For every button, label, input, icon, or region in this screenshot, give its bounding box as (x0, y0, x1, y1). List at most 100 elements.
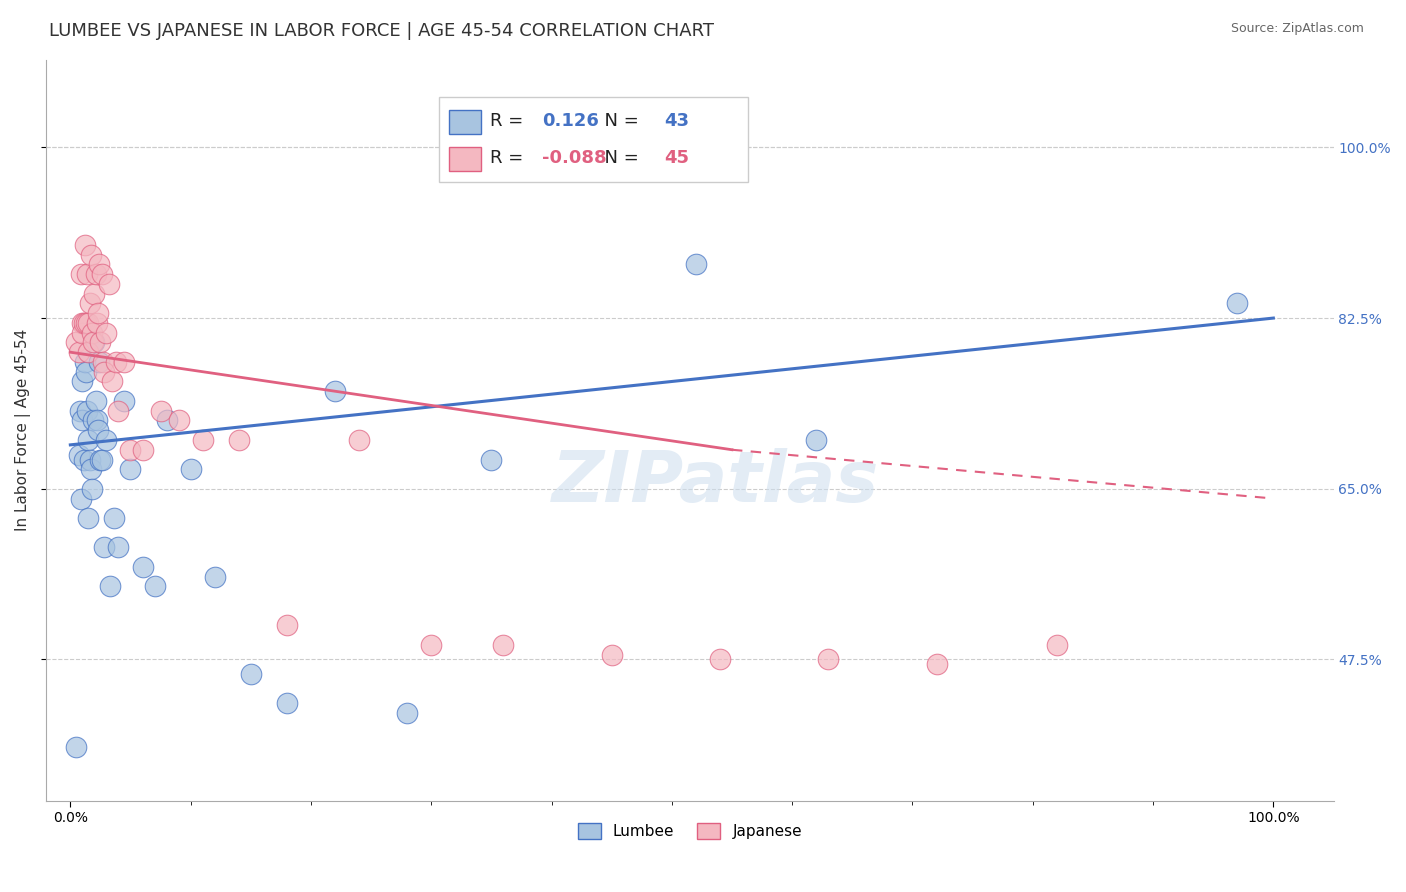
Y-axis label: In Labor Force | Age 45-54: In Labor Force | Age 45-54 (15, 329, 31, 532)
Point (96, 433, 118, 447)
Point (149, 403, 172, 417)
Point (67, 345, 90, 359)
Point (89, 257, 111, 271)
Point (82, 413, 104, 427)
Point (72, 413, 94, 427)
Text: 43: 43 (664, 112, 689, 130)
Point (396, 706, 419, 720)
Point (91, 355, 114, 369)
Point (492, 638, 515, 652)
Point (1046, 638, 1069, 652)
Point (191, 433, 214, 447)
Point (323, 384, 346, 399)
Point (80, 482, 103, 496)
Point (143, 579, 166, 593)
Point (72, 316, 94, 330)
Point (70, 491, 93, 506)
Point (76, 267, 98, 281)
Point (83, 335, 105, 350)
Point (77, 316, 100, 330)
Point (80, 326, 103, 340)
Text: R =: R = (491, 112, 530, 130)
Point (114, 355, 136, 369)
Point (167, 413, 190, 427)
Point (347, 433, 370, 447)
Point (276, 697, 298, 711)
Point (101, 375, 124, 389)
Point (925, 657, 948, 672)
Point (204, 569, 226, 583)
Point (96, 326, 118, 340)
Text: R =: R = (491, 149, 530, 167)
Point (107, 541, 129, 555)
Point (107, 403, 129, 417)
Point (239, 667, 262, 681)
Point (131, 442, 153, 457)
Point (72, 375, 94, 389)
Point (75, 316, 97, 330)
Point (120, 462, 142, 476)
Text: -0.088: -0.088 (541, 149, 606, 167)
Point (82, 335, 104, 350)
Point (77, 511, 100, 525)
Point (120, 442, 142, 457)
Point (73, 355, 96, 369)
Point (180, 462, 202, 476)
Legend: Lumbee, Japanese: Lumbee, Japanese (572, 817, 808, 845)
Point (79, 452, 101, 467)
Point (84, 267, 107, 281)
Point (72, 326, 94, 340)
Point (86, 316, 108, 330)
Point (83, 286, 105, 301)
Point (89, 355, 111, 369)
Point (276, 618, 298, 632)
Text: N =: N = (593, 112, 645, 130)
Point (76, 403, 98, 417)
Point (77, 433, 100, 447)
Point (65, 335, 87, 350)
Text: N =: N = (593, 149, 645, 167)
Point (84, 394, 107, 409)
Text: 0.126: 0.126 (541, 112, 599, 130)
Point (709, 652, 731, 666)
Point (89, 335, 111, 350)
Point (90, 267, 112, 281)
Point (79, 296, 101, 310)
Point (228, 433, 250, 447)
Point (114, 394, 136, 409)
Point (73, 238, 96, 252)
Point (69, 403, 91, 417)
Bar (449, 147, 481, 170)
Point (103, 511, 125, 525)
Point (65, 740, 87, 755)
Point (90, 452, 112, 467)
Point (98, 579, 121, 593)
Point (806, 433, 828, 447)
Point (87, 306, 110, 320)
Text: 45: 45 (664, 149, 689, 167)
Point (1226, 296, 1249, 310)
Point (89, 452, 111, 467)
Point (80, 248, 103, 262)
Point (72, 452, 94, 467)
Point (479, 452, 502, 467)
Point (75, 365, 97, 379)
Point (72, 316, 94, 330)
FancyBboxPatch shape (439, 96, 748, 182)
Point (80, 462, 103, 476)
Point (420, 638, 443, 652)
Point (97, 277, 120, 291)
Point (77, 345, 100, 359)
Point (600, 648, 623, 662)
Point (155, 413, 177, 427)
Point (93, 365, 115, 379)
Point (131, 559, 153, 574)
Text: Source: ZipAtlas.com: Source: ZipAtlas.com (1230, 22, 1364, 36)
Point (67, 448, 90, 462)
Point (87, 423, 110, 437)
Point (70, 267, 93, 281)
Point (817, 652, 839, 666)
Point (105, 355, 128, 369)
Point (93, 541, 115, 555)
Point (685, 257, 707, 271)
